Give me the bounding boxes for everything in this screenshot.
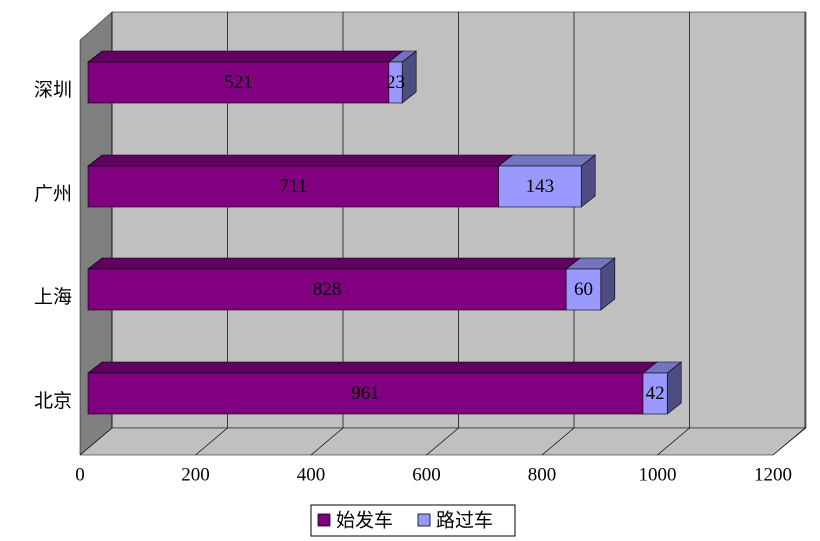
bar-segment <box>565 257 616 311</box>
bar <box>87 61 390 104</box>
legend-label: 路过车 <box>436 510 493 532</box>
x-tick-label: 400 <box>297 464 326 485</box>
bar-top <box>497 154 597 167</box>
x-tick-label: 600 <box>412 464 441 485</box>
bar <box>565 268 602 311</box>
bar <box>642 372 668 415</box>
x-tick-label: 200 <box>181 464 210 485</box>
x-tick-label: 1200 <box>754 464 792 485</box>
legend-box <box>310 504 516 537</box>
floor-grid-line <box>79 427 113 456</box>
bars: 521 23 711 143 828 60 961 42 <box>87 50 683 415</box>
bar <box>87 268 567 311</box>
floor-grid-line <box>426 427 459 456</box>
y-tick-label: 北京 <box>34 390 72 412</box>
x-tick-label: 800 <box>528 464 557 485</box>
data-label: 711 <box>279 176 307 197</box>
bar-segment <box>87 257 582 311</box>
bar-segment <box>497 154 597 208</box>
data-label: 521 <box>224 72 253 93</box>
bar-segment <box>388 50 418 104</box>
bar <box>87 165 499 208</box>
bar-top <box>87 361 658 374</box>
y-tick-label: 深圳 <box>34 79 72 101</box>
floor-grid-line <box>772 427 806 456</box>
bar <box>388 61 403 104</box>
data-label: 60 <box>574 279 593 300</box>
x-tick-label: 0 <box>75 464 85 485</box>
x-tick-label: 1000 <box>639 464 677 485</box>
data-label: 143 <box>526 176 555 197</box>
floor-grid-line <box>541 427 575 456</box>
data-label: 961 <box>351 383 380 404</box>
bar-segment <box>87 361 658 415</box>
floor-grid-line <box>195 427 228 456</box>
legend-swatch <box>317 513 331 527</box>
floor-grid-line <box>657 427 690 456</box>
y-tick-label: 上海 <box>34 286 72 308</box>
floor-grid-line <box>310 427 344 456</box>
legend-label: 始发车 <box>336 510 393 532</box>
y-tick-label: 广州 <box>34 183 72 205</box>
bar-segment <box>642 361 683 415</box>
data-label: 828 <box>313 279 342 300</box>
bar-top <box>87 154 514 167</box>
bar-top <box>87 257 582 270</box>
data-label: 23 <box>386 72 405 93</box>
legend: 始发车 路过车 <box>317 510 493 532</box>
bar <box>87 372 644 415</box>
bar <box>498 165 582 208</box>
data-label: 42 <box>646 383 665 404</box>
legend-swatch <box>417 513 431 527</box>
bar-top <box>87 50 404 63</box>
